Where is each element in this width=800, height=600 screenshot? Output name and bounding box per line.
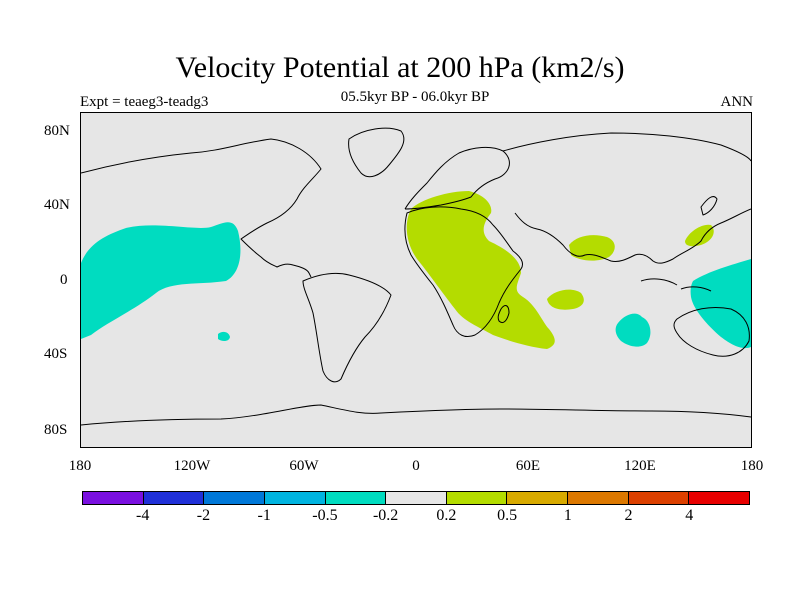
coastline-indonesia	[640, 278, 712, 292]
negative-region-south-indian-ocean	[615, 313, 651, 347]
lon-label-60e: 60E	[515, 458, 541, 474]
colorbar	[82, 491, 750, 505]
colorbar-box	[143, 492, 205, 504]
colorbar-box	[446, 492, 508, 504]
coastline-africa	[404, 206, 524, 338]
colorbar-label: 2	[624, 507, 633, 524]
colorbar-box	[204, 492, 265, 504]
lon-label-0: 0	[412, 458, 420, 474]
coastline-south-america	[302, 272, 392, 383]
season-label: ANN	[720, 94, 754, 110]
negative-region-west-pacific	[690, 259, 751, 349]
negative-region-east-pacific	[81, 222, 241, 339]
lon-label-60w: 60W	[289, 458, 319, 474]
negative-region-south-pacific-dot	[218, 331, 230, 342]
lat-label-80n: 80N	[44, 123, 70, 139]
coastline-asia	[502, 132, 751, 264]
colorbar-label: -0.2	[372, 507, 399, 524]
colorbar-box	[264, 492, 326, 504]
map-subtitle: 05.5kyr BP - 06.0kyr BP	[340, 89, 490, 105]
lat-label-equator: 0	[60, 272, 68, 288]
colorbar-box	[325, 492, 387, 504]
positive-region-indian-ocean	[547, 289, 584, 310]
coastline-australia	[673, 306, 750, 357]
colorbar-label: -2	[196, 507, 211, 524]
colorbar-box	[628, 492, 690, 504]
map-panel	[80, 112, 752, 448]
colorbar-box	[689, 492, 750, 504]
lat-label-80s: 80S	[44, 422, 68, 438]
colorbar-box	[568, 492, 629, 504]
lon-label-120e: 120E	[624, 458, 656, 474]
axis-tick	[80, 112, 86, 113]
coastline-antarctica	[81, 404, 751, 426]
positive-region-africa-mideast	[406, 191, 555, 349]
positive-region-south-asia	[569, 235, 615, 261]
colorbar-label: 0.5	[497, 507, 518, 524]
lon-label-120w: 120W	[173, 458, 211, 474]
lon-label-180w: 180	[68, 458, 92, 474]
positive-anomaly-regions	[406, 191, 714, 349]
lat-label-40s: 40S	[44, 346, 68, 362]
colorbar-label: 4	[685, 507, 694, 524]
coastline-greenland	[348, 127, 405, 178]
lon-label-180e: 180	[740, 458, 764, 474]
negative-anomaly-regions	[81, 222, 751, 349]
coastline-japan	[700, 196, 718, 216]
colorbar-label: -4	[136, 507, 150, 524]
experiment-label: Expt = teaeg3-teadg3	[80, 94, 209, 110]
colorbar-label: 1	[563, 507, 572, 524]
colorbar-box	[83, 492, 144, 504]
map-title: Velocity Potential at 200 hPa (km2/s)	[175, 51, 625, 84]
coastline-north-america	[81, 138, 322, 278]
colorbar-label: 0.2	[436, 507, 457, 524]
lat-label-40n: 40N	[44, 197, 70, 213]
coastline-madagascar	[497, 305, 510, 324]
coastlines	[81, 127, 751, 426]
colorbar-box	[386, 492, 447, 504]
coastline-europe	[404, 146, 510, 210]
positive-region-west-pacific-north	[685, 224, 714, 247]
colorbar-label: -1	[257, 507, 271, 524]
colorbar-box	[507, 492, 569, 504]
map-canvas	[81, 127, 751, 426]
colorbar-label: -0.5	[312, 507, 338, 524]
